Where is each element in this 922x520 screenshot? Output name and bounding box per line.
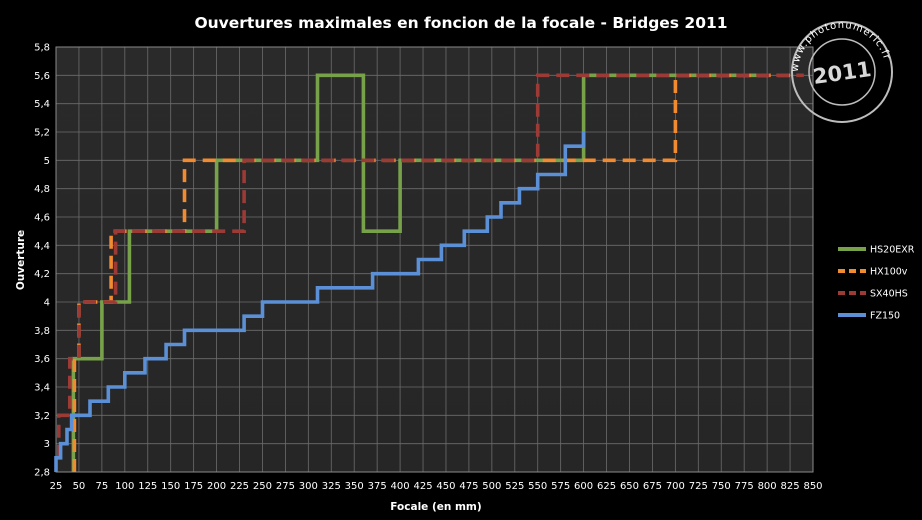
plot-border: [55, 46, 814, 473]
y-tick-label: 2,8: [34, 468, 50, 479]
x-tick-label: 300: [299, 481, 318, 492]
y-tick-label: 4,6: [34, 213, 50, 224]
x-tick-label: 700: [666, 481, 685, 492]
x-tick-label: 125: [138, 481, 157, 492]
y-tick-label: 4,2: [34, 269, 50, 280]
legend-label-hs20exr: HS20EXR: [870, 245, 915, 256]
legend-label-fz150: FZ150: [870, 311, 900, 322]
chart-title: Ouvertures maximales en foncion de la fo…: [194, 14, 727, 32]
legend-label-hx100v: HX100v: [870, 267, 908, 278]
x-tick-label: 425: [413, 481, 432, 492]
y-tick-label: 5,2: [34, 128, 50, 139]
y-tick-label: 3: [44, 439, 50, 450]
x-tick-label: 375: [368, 481, 387, 492]
y-axis-label: Ouverture: [15, 230, 27, 290]
series-layer: [54, 73, 804, 472]
grid: [55, 46, 814, 473]
legend-label-sx40hs: SX40HS: [870, 289, 908, 300]
x-tick-label: 625: [597, 481, 616, 492]
y-tick-label: 5: [44, 156, 50, 167]
x-tick-label: 750: [712, 481, 731, 492]
watermark-year: 2011: [812, 57, 873, 89]
x-tick-label: 550: [528, 481, 547, 492]
x-tick-label: 650: [620, 481, 639, 492]
y-tick-label: 5,4: [34, 99, 50, 110]
y-tick-label: 3,2: [34, 411, 50, 422]
y-tick-labels: 2,8 3 3,2 3,4 3,6 3,8 4 4,2 4,4 4,6 4,8 5 5,2 5,4 5,6 5…: [34, 43, 50, 479]
x-tick-label: 675: [643, 481, 662, 492]
x-tick-label: 50: [73, 481, 86, 492]
y-tick-label: 3,6: [34, 354, 50, 365]
y-tick-label: 4,8: [34, 184, 50, 195]
y-tick-label: 4: [44, 298, 50, 309]
x-tick-label: 475: [459, 481, 478, 492]
x-tick-label: 800: [758, 481, 777, 492]
watermark-outer-ring: [791, 21, 893, 123]
x-tick-label: 175: [184, 481, 203, 492]
series-line-hx100v: [72, 73, 791, 472]
y-tick-label: 5,8: [34, 43, 50, 54]
legend: HS20EXR HX100v SX40HS FZ150: [838, 245, 915, 322]
series-line-hs20exr: [71, 73, 768, 472]
y-tick-label: 4,4: [34, 241, 50, 252]
x-tick-label: 825: [781, 481, 800, 492]
y-tick-label: 5,6: [34, 71, 50, 82]
x-tick-label: 25: [50, 481, 63, 492]
x-axis-label: Focale (en mm): [390, 501, 481, 513]
x-tick-label: 325: [322, 481, 341, 492]
x-tick-label: 275: [276, 481, 295, 492]
x-tick-label: 250: [253, 481, 272, 492]
watermark-inner-ring: [808, 38, 876, 106]
x-tick-label: 500: [482, 481, 501, 492]
x-tick-labels: 25 50 75 100 125 150 175 200 225 250 275 300 325 350 3…: [50, 481, 823, 492]
x-tick-label: 400: [391, 481, 410, 492]
x-tick-label: 600: [574, 481, 593, 492]
x-tick-label: 100: [115, 481, 134, 492]
x-tick-label: 200: [207, 481, 226, 492]
x-tick-label: 225: [230, 481, 249, 492]
x-tick-label: 150: [161, 481, 180, 492]
x-tick-label: 850: [803, 481, 822, 492]
series-line-sx40hs: [57, 73, 804, 458]
x-tick-label: 575: [551, 481, 570, 492]
series-line-fz150: [54, 132, 586, 472]
x-tick-label: 775: [735, 481, 754, 492]
x-tick-label: 75: [96, 481, 109, 492]
x-tick-label: 350: [345, 481, 364, 492]
x-tick-label: 450: [436, 481, 455, 492]
y-tick-label: 3,4: [34, 383, 50, 394]
x-tick-label: 525: [505, 481, 524, 492]
x-tick-label: 725: [689, 481, 708, 492]
y-tick-label: 3,8: [34, 326, 50, 337]
